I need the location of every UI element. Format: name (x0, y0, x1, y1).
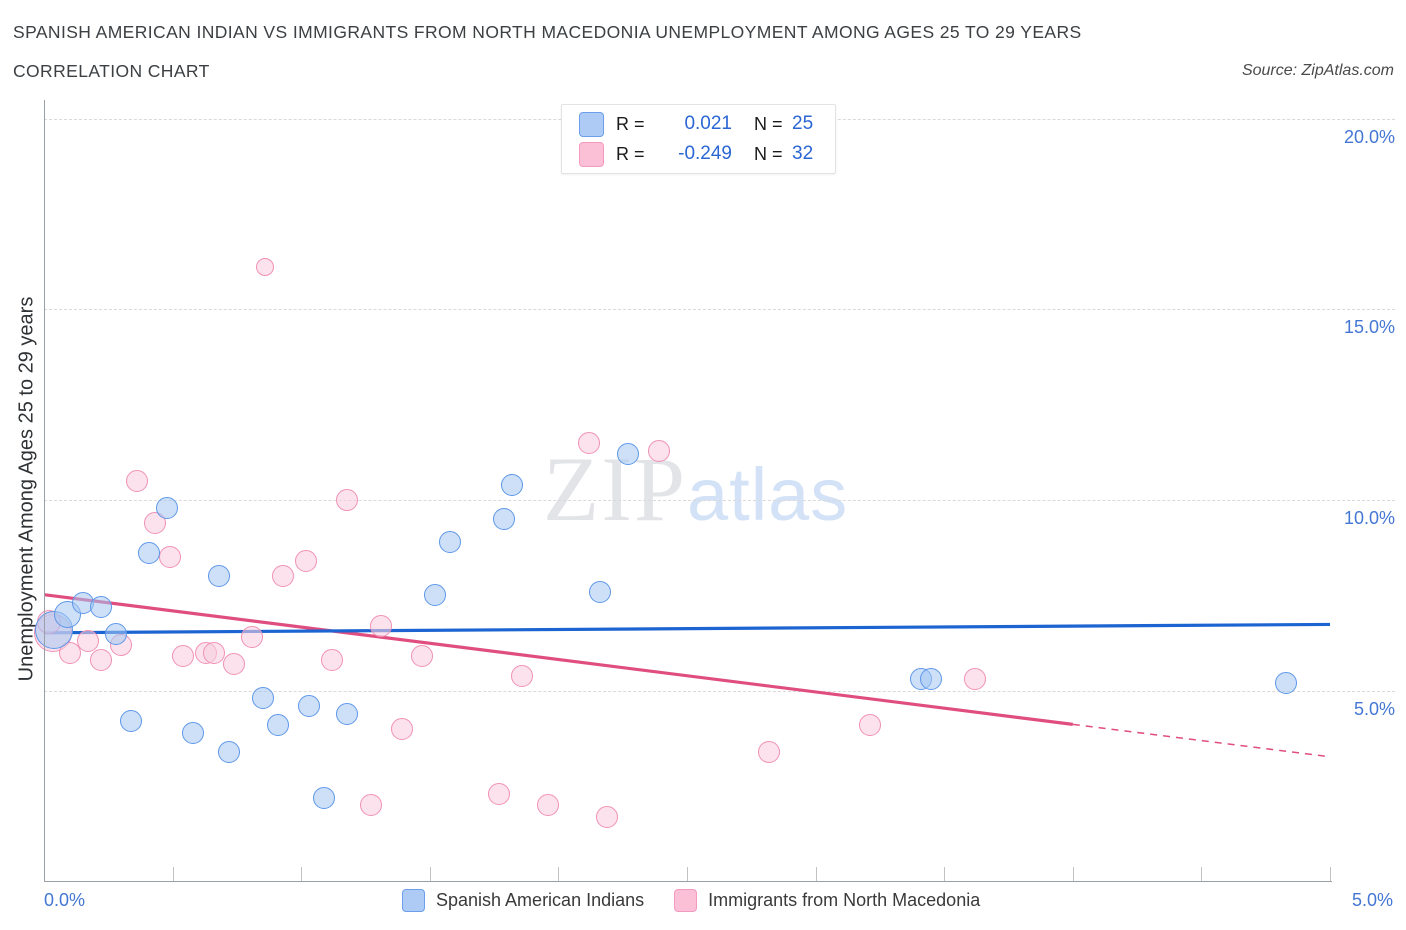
r-label: R = (616, 143, 645, 164)
correlation-legend-box: R = 0.021 N = 25 R = -0.249 N = 32 (561, 104, 836, 174)
scatter-point-blue (105, 622, 128, 645)
gridline-10.0% (44, 500, 1395, 502)
scatter-point-pink (171, 645, 194, 668)
scatter-point-blue (156, 496, 179, 519)
gridline-15.0% (44, 309, 1395, 311)
x-tick (172, 867, 174, 881)
y-tick-label: 20.0% (1343, 126, 1395, 147)
x-tick (1201, 867, 1203, 881)
scatter-point-blue (89, 595, 112, 618)
scatter-point-blue (501, 473, 524, 496)
n-label: N = (754, 143, 783, 164)
scatter-point-pink (256, 258, 275, 277)
x-axis-min-label: 0.0% (44, 890, 86, 910)
y-tick-label: 5.0% (1353, 698, 1395, 719)
y-tick-label: 15.0% (1343, 317, 1395, 338)
page-title: SPANISH AMERICAN INDIAN VS IMMIGRANTS FR… (13, 22, 1082, 42)
n-label: N = (754, 113, 783, 134)
scatter-point-pink (295, 550, 318, 573)
source-credit: Source: ZipAtlas.com (1241, 62, 1394, 79)
scatter-point-blue (423, 584, 446, 607)
scatter-point-pink (411, 645, 434, 668)
x-axis-max-label: 5.0% (1351, 890, 1393, 910)
pink-legend-label: Immigrants from North Macedonia (708, 890, 981, 910)
scatter-point-pink (964, 668, 987, 691)
scatter-point-pink (596, 805, 619, 828)
x-tick (687, 867, 688, 881)
scatter-point-blue (297, 695, 320, 718)
scatter-point-blue (267, 714, 290, 737)
n-value-blue: 25 (792, 113, 814, 134)
scatter-point-pink (537, 794, 560, 817)
scatter-point-blue (207, 565, 230, 588)
scatter-point-pink (272, 565, 295, 588)
x-axis-line (44, 881, 1332, 882)
blue-legend-swatch (402, 889, 425, 912)
legend-row-pink: R = -0.249 N = 32 (562, 141, 835, 167)
scatter-point-blue (138, 542, 161, 565)
plot-area (34, 100, 1332, 881)
legend-item-spanish-american-indians: Spanish American Indians (402, 889, 644, 912)
scatter-point-pink (359, 794, 382, 817)
scatter-point-pink (390, 717, 413, 740)
page-subtitle: CORRELATION CHART (13, 61, 210, 81)
x-tick (815, 867, 817, 881)
x-tick (944, 867, 946, 881)
n-value-pink: 32 (792, 143, 814, 164)
blue-legend-label: Spanish American Indians (436, 890, 645, 910)
pink-trend-line-extrapolated (1072, 723, 1331, 758)
x-tick (301, 867, 303, 881)
scatter-point-pink (76, 630, 99, 653)
scatter-point-blue (588, 580, 611, 603)
scatter-point-pink (369, 614, 392, 637)
x-tick (1330, 867, 1331, 881)
scatter-point-pink (223, 653, 246, 676)
scatter-point-pink (758, 740, 781, 763)
blue-series-swatch (579, 111, 604, 137)
trend-lines (44, 593, 1331, 758)
blue-trend-line (44, 622, 1331, 635)
pink-legend-swatch (674, 889, 698, 912)
scatter-point-pink (89, 649, 112, 672)
y-axis-line (44, 100, 45, 881)
scatter-point-blue (218, 740, 241, 763)
r-value-blue: 0.021 (684, 113, 732, 134)
scatter-point-pink (336, 489, 359, 512)
scatter-point-blue (182, 721, 205, 744)
scatter-point-blue (53, 601, 81, 629)
series-legend: Spanish American Indians Immigrants from… (402, 889, 980, 912)
scatter-point-pink (58, 641, 81, 664)
x-tick (1072, 867, 1074, 881)
scatter-point-pink (321, 649, 344, 672)
scatter-point-blue (251, 687, 274, 710)
scatter-point-blue (920, 668, 943, 691)
r-value-pink: -0.249 (678, 143, 732, 164)
pink-trend-line (44, 593, 1074, 726)
scatter-point-pink (202, 641, 225, 664)
y-tick-label: 10.0% (1343, 508, 1395, 529)
scatter-point-blue (313, 786, 336, 809)
scatter-point-pink (241, 626, 264, 649)
scatter-point-pink (159, 546, 182, 569)
r-label: R = (616, 113, 645, 134)
gridline-5.0% (44, 690, 1395, 692)
scatter-point-pink (488, 782, 511, 805)
x-tick (558, 867, 560, 881)
legend-item-immigrants-north-macedonia: Immigrants from North Macedonia (674, 889, 980, 912)
scatter-point-blue (439, 531, 462, 554)
scatter-point-pink (858, 714, 881, 737)
scatter-point-pink (511, 664, 534, 687)
scatter-point-pink (143, 511, 166, 534)
x-tick (429, 867, 431, 881)
scatter-point-pink (647, 439, 670, 462)
pink-series-swatch (579, 141, 604, 167)
scatter-point-blue (493, 508, 516, 531)
scatter-point-pink (125, 470, 148, 493)
scatter-point-blue (336, 702, 359, 725)
scatter-point-blue (120, 710, 143, 733)
scatter-point-blue (616, 443, 639, 466)
scatter-point-pink (578, 431, 601, 454)
legend-row-blue: R = 0.021 N = 25 (562, 111, 835, 137)
scatter-point-blue (1275, 672, 1298, 695)
